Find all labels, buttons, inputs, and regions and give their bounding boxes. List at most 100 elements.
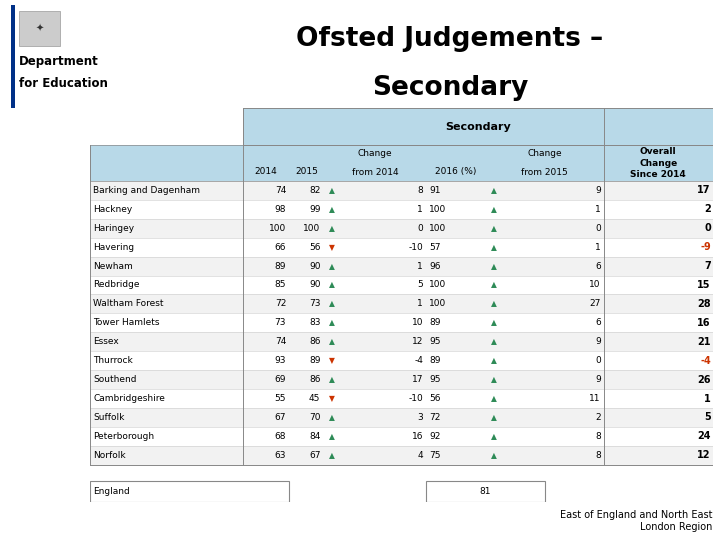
Text: 6: 6 <box>595 261 600 271</box>
Text: Change: Change <box>639 159 678 168</box>
Text: 86: 86 <box>309 338 320 346</box>
Text: 91: 91 <box>429 186 441 195</box>
Text: 89: 89 <box>275 261 286 271</box>
Text: Overall: Overall <box>640 147 677 157</box>
Text: 11: 11 <box>589 394 600 403</box>
Bar <box>90 275 713 294</box>
Text: 45: 45 <box>309 394 320 403</box>
Bar <box>243 108 713 145</box>
Text: 28: 28 <box>697 299 711 309</box>
Text: Peterborough: Peterborough <box>93 432 154 441</box>
Text: Haringey: Haringey <box>93 224 134 233</box>
Text: 21: 21 <box>698 337 711 347</box>
Text: Secondary: Secondary <box>372 75 528 101</box>
Text: 89: 89 <box>429 319 441 327</box>
Text: 95: 95 <box>429 375 441 384</box>
Text: from 2014: from 2014 <box>351 168 398 177</box>
Text: ▲: ▲ <box>490 451 497 460</box>
Text: ▲: ▲ <box>329 375 335 384</box>
Text: ▲: ▲ <box>329 319 335 327</box>
Text: ▲: ▲ <box>490 319 497 327</box>
Text: -10: -10 <box>408 394 423 403</box>
Text: ▲: ▲ <box>329 451 335 460</box>
Text: 1: 1 <box>418 299 423 308</box>
Text: 83: 83 <box>309 319 320 327</box>
Text: Secondary: Secondary <box>445 122 510 132</box>
Text: England: England <box>93 487 130 496</box>
Text: 55: 55 <box>275 394 286 403</box>
Text: 70: 70 <box>309 413 320 422</box>
Text: 2016 (%): 2016 (%) <box>435 167 477 176</box>
Text: 84: 84 <box>309 432 320 441</box>
Text: ▼: ▼ <box>329 394 335 403</box>
Text: 2: 2 <box>704 204 711 214</box>
Text: ▲: ▲ <box>329 261 335 271</box>
Bar <box>90 238 713 256</box>
Text: 67: 67 <box>309 451 320 460</box>
Text: 93: 93 <box>275 356 286 365</box>
Text: 8: 8 <box>418 186 423 195</box>
Text: ▼: ▼ <box>329 242 335 252</box>
Text: Since 2014: Since 2014 <box>631 170 686 179</box>
Text: 7: 7 <box>704 261 711 271</box>
Text: 16: 16 <box>698 318 711 328</box>
Text: 12: 12 <box>412 338 423 346</box>
Bar <box>90 181 713 200</box>
Bar <box>90 351 713 370</box>
Text: ▲: ▲ <box>490 261 497 271</box>
Text: Suffolk: Suffolk <box>93 413 125 422</box>
Text: 2014: 2014 <box>255 167 277 176</box>
Text: 56: 56 <box>309 242 320 252</box>
Text: 6: 6 <box>595 319 600 327</box>
Text: ▲: ▲ <box>329 299 335 308</box>
Text: 98: 98 <box>275 205 286 214</box>
Text: 5: 5 <box>418 280 423 289</box>
Text: Newham: Newham <box>93 261 133 271</box>
Text: from 2015: from 2015 <box>521 168 568 177</box>
Text: 92: 92 <box>429 432 441 441</box>
Text: ▲: ▲ <box>490 338 497 346</box>
Text: 73: 73 <box>275 319 286 327</box>
Text: 2: 2 <box>595 413 600 422</box>
Text: 72: 72 <box>429 413 441 422</box>
Text: ▲: ▲ <box>490 394 497 403</box>
Text: ▲: ▲ <box>329 186 335 195</box>
Text: 100: 100 <box>429 280 446 289</box>
Text: ▲: ▲ <box>490 413 497 422</box>
Text: Change: Change <box>527 148 562 158</box>
Text: 4: 4 <box>418 451 423 460</box>
Text: ▲: ▲ <box>490 432 497 441</box>
Text: 3: 3 <box>418 413 423 422</box>
Text: 57: 57 <box>429 242 441 252</box>
Bar <box>243 108 713 145</box>
Text: ▼: ▼ <box>329 356 335 365</box>
Text: 82: 82 <box>309 186 320 195</box>
Text: ▲: ▲ <box>490 375 497 384</box>
Text: 0: 0 <box>595 224 600 233</box>
Bar <box>12 5 14 108</box>
Text: 15: 15 <box>698 280 711 290</box>
Text: Department: Department <box>19 55 99 68</box>
Text: 0: 0 <box>418 224 423 233</box>
Bar <box>90 145 713 181</box>
Bar <box>90 408 713 427</box>
Text: 63: 63 <box>275 451 286 460</box>
Text: 16: 16 <box>412 432 423 441</box>
Text: 72: 72 <box>275 299 286 308</box>
Bar <box>426 481 544 502</box>
Text: ▲: ▲ <box>329 338 335 346</box>
Text: ▲: ▲ <box>490 224 497 233</box>
Text: ▲: ▲ <box>490 356 497 365</box>
Text: 0: 0 <box>595 356 600 365</box>
Text: ▲: ▲ <box>490 242 497 252</box>
Text: Cambridgeshire: Cambridgeshire <box>93 394 165 403</box>
Text: Essex: Essex <box>93 338 119 346</box>
Text: -4: -4 <box>414 356 423 365</box>
Text: ▲: ▲ <box>329 224 335 233</box>
Text: Waltham Forest: Waltham Forest <box>93 299 163 308</box>
Bar <box>90 481 289 502</box>
Text: Norfolk: Norfolk <box>93 451 126 460</box>
Text: ▲: ▲ <box>490 186 497 195</box>
Bar <box>90 332 713 351</box>
Text: -10: -10 <box>408 242 423 252</box>
